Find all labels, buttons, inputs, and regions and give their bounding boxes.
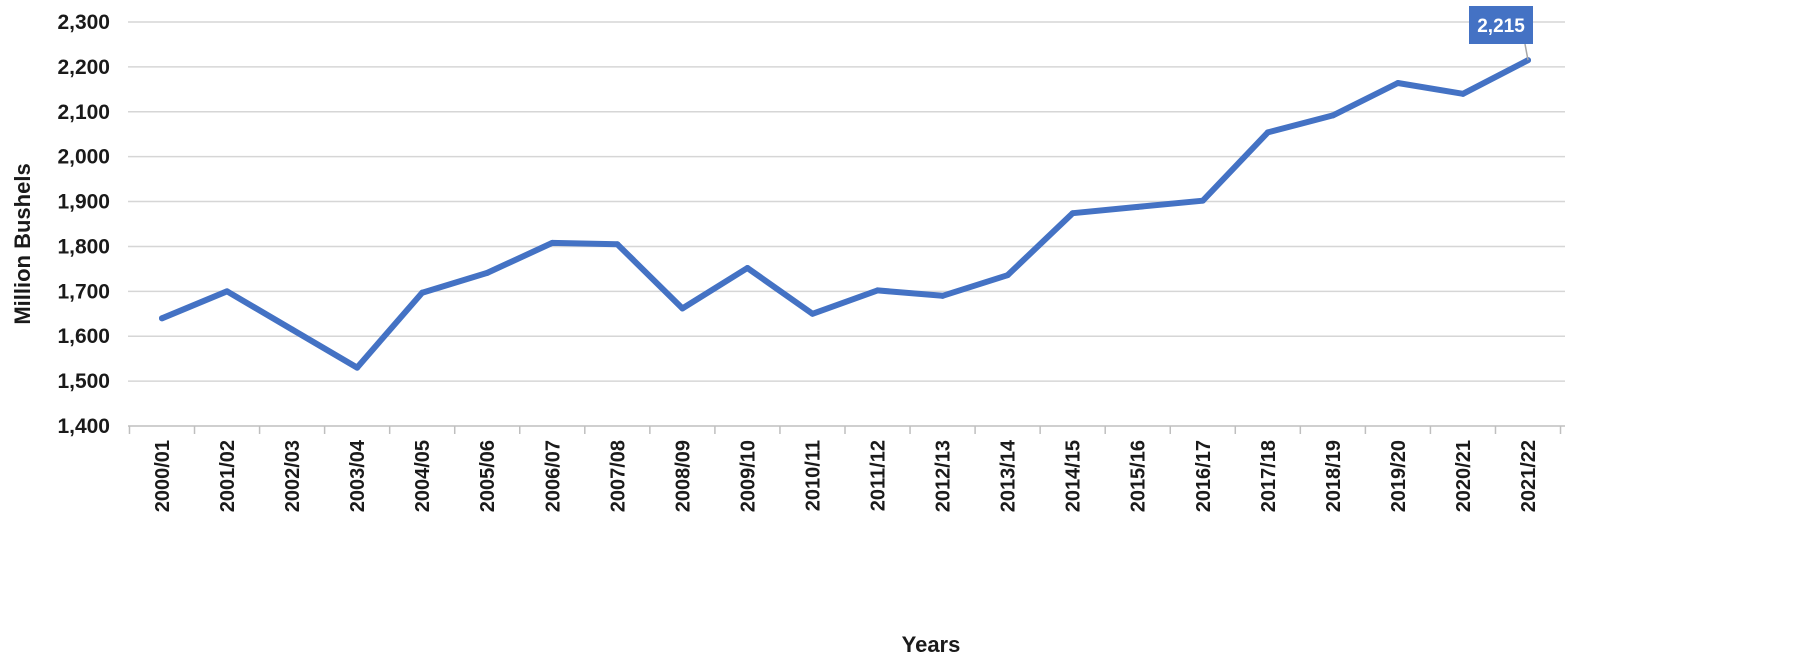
x-axis-title: Years <box>902 632 961 657</box>
x-tick-label: 2004/05 <box>412 440 434 512</box>
data-point <box>1069 210 1076 217</box>
data-point <box>874 287 881 294</box>
x-tick-label: 2018/19 <box>1323 440 1345 512</box>
data-point <box>1264 129 1271 136</box>
callout-leader <box>1524 43 1529 61</box>
x-tick-label: 2011/12 <box>868 440 890 511</box>
data-point <box>679 305 686 312</box>
x-tick-label: 2005/06 <box>477 440 499 512</box>
data-point <box>354 364 361 371</box>
y-axis-title: Million Bushels <box>10 163 35 324</box>
x-tick-label: 2003/04 <box>347 439 369 512</box>
data-point <box>1459 90 1466 97</box>
y-axis-ticks: 1,400 1,500 1,600 1,700 1,800 1,900 2,000 2,100… <box>57 11 110 438</box>
data-point <box>289 326 296 333</box>
callout-box <box>1469 6 1533 44</box>
data-point <box>419 289 426 296</box>
data-point <box>549 239 556 246</box>
series-line <box>159 57 1531 371</box>
x-tick-label: 2010/11 <box>802 440 824 511</box>
x-axis-ticks: 2000/01 2001/02 2002/03 2003/04 2004/05 2005/… <box>152 439 1540 512</box>
y-tick-label: 2,000 <box>57 146 110 169</box>
x-tick-label: 2007/08 <box>607 440 629 512</box>
x-tick-label: 2000/01 <box>152 440 174 512</box>
data-point <box>484 269 491 276</box>
x-tick-label: 2008/09 <box>672 440 694 512</box>
callout-label: 2,215 <box>1477 16 1525 37</box>
y-tick-label: 1,900 <box>57 191 110 214</box>
data-point <box>1329 112 1336 119</box>
data-point <box>939 292 946 299</box>
y-tick-label: 2,300 <box>57 11 110 34</box>
x-tick-label: 2013/14 <box>998 439 1020 512</box>
x-tick-label: 2006/07 <box>542 440 564 512</box>
y-tick-label: 1,400 <box>57 415 110 438</box>
y-tick-label: 1,500 <box>57 370 110 393</box>
data-point <box>1394 80 1401 87</box>
data-point <box>744 264 751 271</box>
y-tick-label: 2,100 <box>57 101 110 124</box>
x-tick-label: 2017/18 <box>1258 440 1280 512</box>
x-tick-label: 2009/10 <box>737 440 759 512</box>
x-tick-label: 2021/22 <box>1518 440 1540 512</box>
x-tick-label: 2014/15 <box>1063 440 1085 512</box>
data-point <box>1004 272 1011 279</box>
x-tick-label: 2012/13 <box>933 440 955 512</box>
data-point <box>614 241 621 248</box>
x-tick-label: 2019/20 <box>1388 440 1410 512</box>
gridlines <box>128 21 1565 382</box>
x-tick-label: 2015/16 <box>1128 440 1150 512</box>
x-axis <box>128 425 1565 434</box>
x-tick-label: 2016/17 <box>1193 440 1215 512</box>
data-point <box>1134 203 1141 210</box>
data-point <box>809 310 816 317</box>
data-point <box>224 288 231 295</box>
series-layer <box>159 57 1531 371</box>
y-tick-label: 1,600 <box>57 325 110 348</box>
y-tick-label: 1,700 <box>57 280 110 303</box>
x-tick-label: 2020/21 <box>1453 440 1475 512</box>
x-tick-label: 2001/02 <box>217 440 239 512</box>
x-tick-label: 2002/03 <box>282 440 304 512</box>
annotations: 2,215 <box>1469 6 1533 61</box>
data-point <box>1199 197 1206 204</box>
y-tick-label: 1,800 <box>57 235 110 258</box>
data-point <box>159 315 165 322</box>
y-tick-label: 2,200 <box>57 56 110 79</box>
